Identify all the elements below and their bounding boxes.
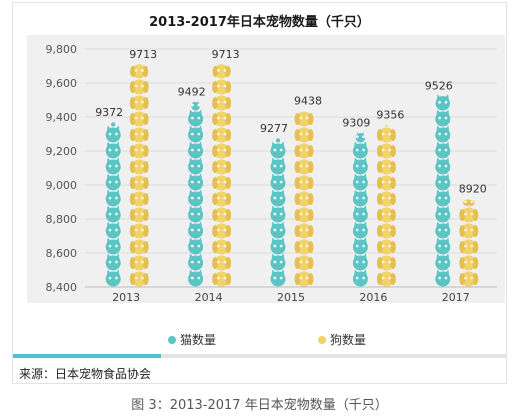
figure-caption: 图 3：2013-2017 年日本宠物数量（千只）: [131, 398, 388, 413]
x-tick-label: 2014: [195, 291, 223, 303]
cat-bar: [188, 99, 204, 287]
chart-title: 2013-2017年日本宠物数量（千只）: [149, 15, 370, 30]
legend-label-dog: 狗数量: [330, 333, 367, 347]
legend: 猫数量 狗数量: [13, 331, 506, 351]
dog-bar: [294, 111, 314, 287]
data-label: 9492: [178, 85, 206, 98]
cat-bar: [352, 130, 368, 287]
x-tick-label: 2013: [112, 291, 140, 303]
y-tick-label: 9,800: [46, 43, 78, 56]
y-tick-label: 9,000: [46, 179, 78, 192]
x-tick-label: 2015: [277, 291, 305, 303]
scroll-progress-bar: [13, 354, 506, 358]
data-label: 8920: [459, 183, 487, 196]
data-label: 9309: [342, 116, 370, 129]
data-label: 9372: [95, 106, 123, 119]
data-label: 9713: [129, 48, 157, 61]
data-label: 9277: [260, 122, 288, 135]
data-label: 9526: [425, 80, 453, 93]
source-note: 来源：日本宠物食品协会: [19, 367, 152, 381]
y-tick-label: 9,200: [46, 145, 78, 158]
cat-bar: [435, 94, 451, 287]
data-label: 9713: [212, 48, 240, 61]
cat-legend-icon: [168, 335, 176, 344]
y-tick-label: 9,400: [46, 111, 78, 124]
dog-bar: [376, 124, 396, 287]
y-tick-label: 9,600: [46, 77, 78, 90]
plot-area: 8,400 8,600 8,800 9,000 9,200 9,400 9,600 9,800…: [27, 35, 505, 303]
cat-bar: [270, 138, 286, 287]
y-tick-label: 8,600: [46, 247, 78, 260]
cat-bar: [105, 122, 121, 287]
legend-label-cat: 猫数量: [180, 333, 217, 347]
chart-panel: 2013-2017年日本宠物数量（千只） 8,400 8,600 8,800 9,00…: [12, 2, 507, 384]
data-label: 9438: [294, 95, 322, 108]
legend-item-dog: 狗数量: [318, 331, 366, 348]
legend-item-cat: 猫数量: [168, 331, 216, 348]
chart-svg: 8,400 8,600 8,800 9,000 9,200 9,400 9,600 9,800…: [46, 43, 497, 303]
data-label: 9356: [376, 108, 404, 121]
y-tick-label: 8,800: [46, 213, 78, 226]
dog-legend-icon: [318, 335, 326, 344]
dog-bar: [129, 64, 149, 287]
x-tick-label: 2016: [359, 291, 387, 303]
x-tick-label: 2017: [442, 291, 470, 303]
y-tick-label: 8,400: [46, 281, 78, 294]
dog-bar: [212, 64, 232, 287]
scroll-progress-fill: [13, 354, 161, 358]
dog-bar: [459, 199, 479, 287]
